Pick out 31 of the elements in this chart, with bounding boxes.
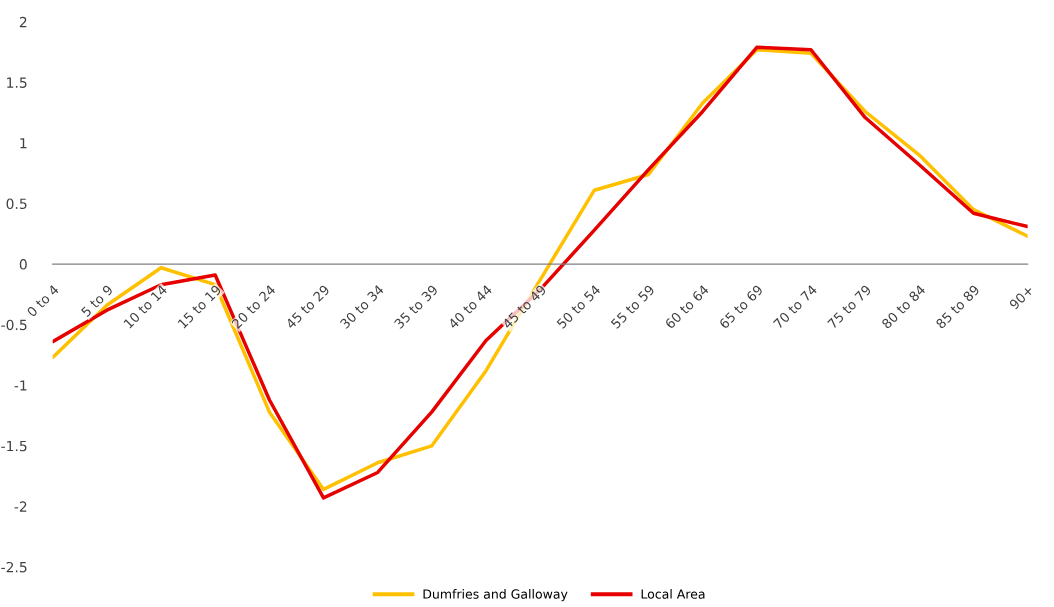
- y-tick-label: -1: [14, 380, 27, 391]
- y-tick-label: 0.5: [6, 198, 27, 210]
- x-tick-label: 45 to 49: [501, 284, 547, 330]
- x-tick-label: 75 to 79: [827, 284, 872, 330]
- x-tick-label: 60 to 64: [664, 284, 710, 330]
- x-tick-label: 70 to 74: [772, 284, 818, 330]
- y-tick-label: -1.5: [1, 440, 27, 452]
- y-tick-label: -0.5: [1, 319, 27, 331]
- x-tick-label: 65 to 69: [718, 284, 764, 330]
- x-tick-label: 5 to 9: [80, 284, 114, 318]
- x-tick-label: 90+: [1008, 284, 1034, 310]
- x-tick-label: 55 to 59: [610, 284, 656, 330]
- y-tick-label: 0: [19, 259, 27, 270]
- y-tick-label: 1.5: [7, 77, 27, 88]
- y-tick-label: 1: [20, 138, 27, 149]
- x-tick-label: 80 to 84: [881, 284, 927, 330]
- x-tick-label: 15 to 19: [177, 284, 222, 329]
- x-tick-label: 45 to 29: [285, 284, 331, 330]
- y-tick-label: -2.5: [1, 561, 27, 573]
- x-tick-label: 35 to 39: [393, 284, 439, 330]
- x-tick-label: 30 to 34: [339, 284, 385, 330]
- legend-label: Dumfries and Galloway: [423, 589, 568, 602]
- x-tick-label: 10 to 14: [123, 284, 168, 329]
- x-tick-label: 85 to 89: [935, 284, 981, 330]
- y-tick-label: 2: [19, 16, 27, 28]
- x-tick-label: 40 to 44: [447, 284, 493, 330]
- y-tick-label: -2: [14, 501, 27, 512]
- x-tick-label: 50 to 54: [556, 284, 602, 330]
- x-tick-label: 0 to 4: [26, 284, 60, 318]
- x-tick-label: 20 to 24: [231, 284, 277, 330]
- legend-label: Local Area: [641, 589, 705, 599]
